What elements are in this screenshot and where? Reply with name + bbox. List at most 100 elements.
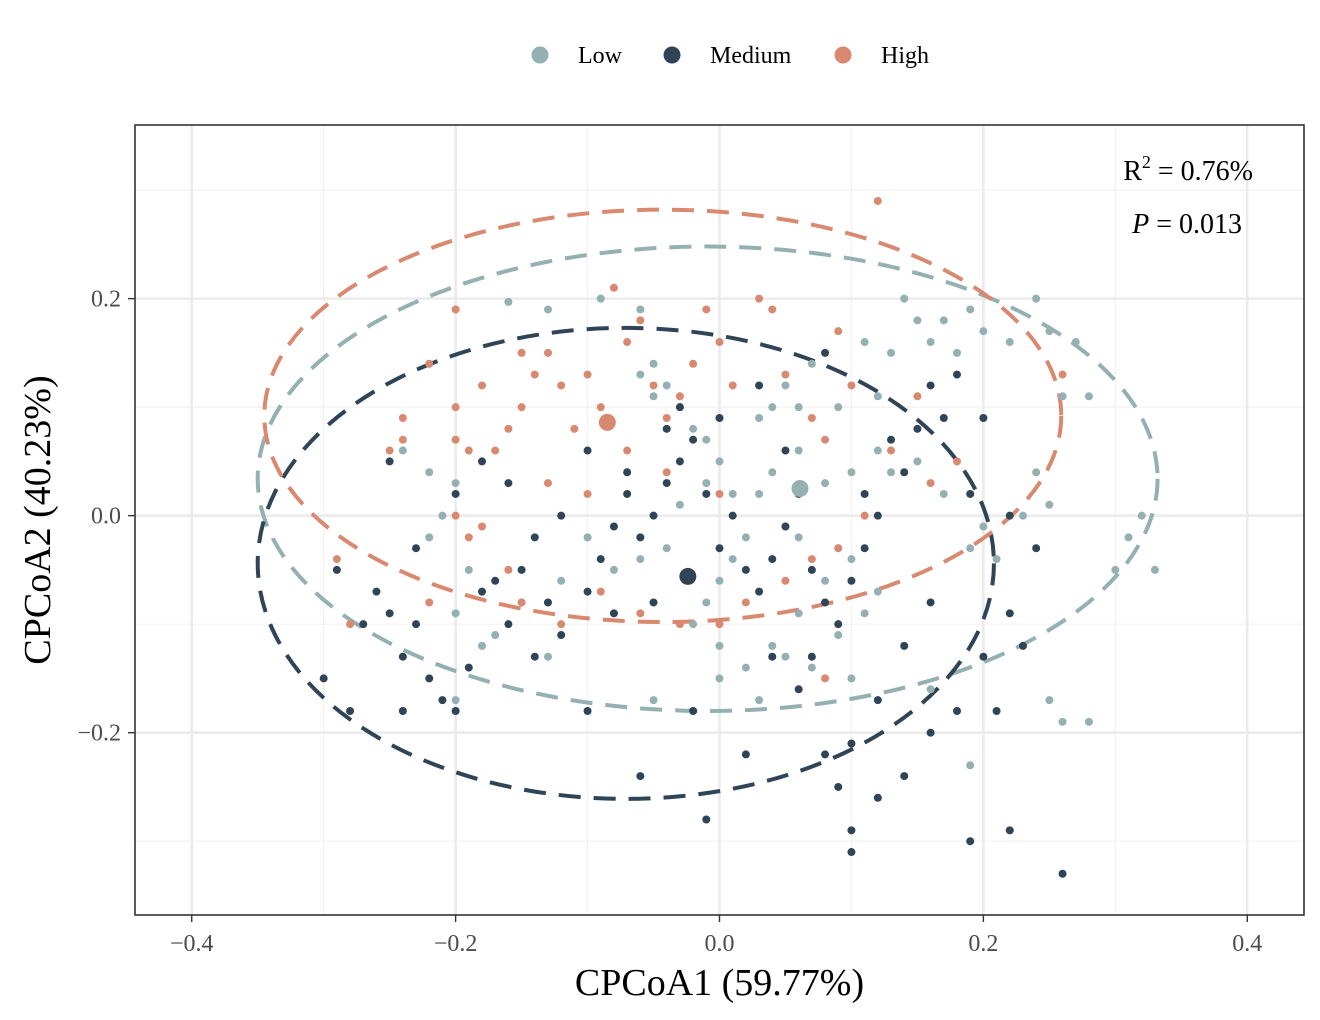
point-low: [966, 761, 975, 770]
point-low: [979, 522, 988, 531]
centroid-medium: [679, 567, 697, 585]
point-medium: [860, 489, 869, 498]
point-low: [900, 294, 909, 303]
point-medium: [807, 565, 816, 574]
point-low: [689, 424, 698, 433]
legend-label-low: Low: [578, 43, 623, 69]
point-medium: [741, 750, 750, 759]
point-low: [649, 359, 658, 368]
point-high: [583, 489, 592, 498]
legend-key-low: [531, 46, 549, 64]
point-high: [557, 381, 566, 390]
point-medium: [768, 652, 777, 661]
point-high: [530, 370, 539, 379]
point-low: [636, 305, 645, 314]
point-medium: [873, 696, 882, 705]
point-high: [596, 587, 605, 596]
point-high: [662, 468, 671, 477]
legend-key-medium: [663, 46, 681, 64]
point-high: [807, 413, 816, 422]
point-medium: [873, 793, 882, 802]
x-axis-ticks: −0.4 −0.2 0.0 0.2 0.4: [170, 915, 1262, 957]
point-medium: [438, 696, 447, 705]
point-low: [702, 479, 711, 488]
grid-lines: [135, 125, 1304, 915]
point-low: [873, 446, 882, 455]
point-low: [451, 696, 460, 705]
point-low: [1018, 511, 1027, 520]
y-axis-ticks: −0.2 0.0 0.2: [77, 287, 135, 747]
point-high: [728, 381, 737, 390]
point-medium: [860, 544, 869, 553]
point-low: [768, 641, 777, 650]
point-low: [649, 696, 658, 705]
point-high: [385, 446, 394, 455]
point-medium: [913, 424, 922, 433]
point-medium: [1005, 826, 1014, 835]
y-tick-label: 0.0: [91, 504, 121, 530]
point-high: [952, 457, 961, 466]
point-low: [821, 576, 830, 585]
point-medium: [979, 652, 988, 661]
centroid-high: [598, 413, 616, 431]
y-axis-title: CPCoA2 (40.23%): [17, 375, 59, 664]
x-axis-title: CPCoA1 (59.77%): [575, 962, 864, 1004]
ellipse-medium: [255, 325, 996, 801]
point-high: [689, 359, 698, 368]
point-low: [636, 370, 645, 379]
point-high: [491, 446, 500, 455]
point-medium: [715, 413, 724, 422]
point-low: [821, 479, 830, 488]
point-high: [821, 674, 830, 683]
point-medium: [398, 652, 407, 661]
y-tick-label: 0.2: [91, 287, 121, 313]
point-low: [662, 381, 671, 390]
point-medium: [952, 370, 961, 379]
point-medium: [478, 587, 487, 596]
point-low: [741, 663, 750, 672]
x-tick-label: 0.2: [968, 931, 998, 957]
point-medium: [1032, 544, 1041, 553]
point-high: [623, 446, 632, 455]
point-low: [755, 413, 764, 422]
point-low: [1124, 533, 1133, 542]
point-low: [702, 598, 711, 607]
point-high: [715, 338, 724, 347]
point-low: [425, 533, 434, 542]
x-tick-label: −0.4: [170, 931, 214, 957]
point-medium: [755, 587, 764, 596]
point-medium: [451, 706, 460, 715]
point-high: [847, 381, 856, 390]
point-medium: [662, 424, 671, 433]
point-low: [755, 696, 764, 705]
point-low: [1045, 327, 1054, 336]
point-high: [517, 403, 526, 412]
point-high: [464, 533, 473, 542]
point-low: [913, 316, 922, 325]
point-medium: [847, 576, 856, 585]
point-low: [504, 297, 513, 306]
point-high: [768, 305, 777, 314]
point-low: [557, 576, 566, 585]
point-high: [715, 489, 724, 498]
point-low: [887, 348, 896, 357]
point-low: [715, 674, 724, 683]
group-centroids: [598, 413, 809, 585]
ellipse-high: [262, 207, 1064, 625]
point-low: [807, 359, 816, 368]
point-low: [1058, 717, 1067, 726]
point-medium: [636, 772, 645, 781]
point-low: [952, 348, 961, 357]
point-medium: [385, 457, 394, 466]
point-medium: [596, 555, 605, 564]
point-medium: [873, 511, 882, 520]
point-medium: [332, 565, 341, 574]
point-medium: [478, 457, 487, 466]
point-high: [596, 403, 605, 412]
point-medium: [346, 706, 355, 715]
point-low: [451, 609, 460, 618]
point-low: [794, 533, 803, 542]
point-medium: [847, 826, 856, 835]
point-low: [662, 544, 671, 553]
point-medium: [359, 620, 368, 629]
